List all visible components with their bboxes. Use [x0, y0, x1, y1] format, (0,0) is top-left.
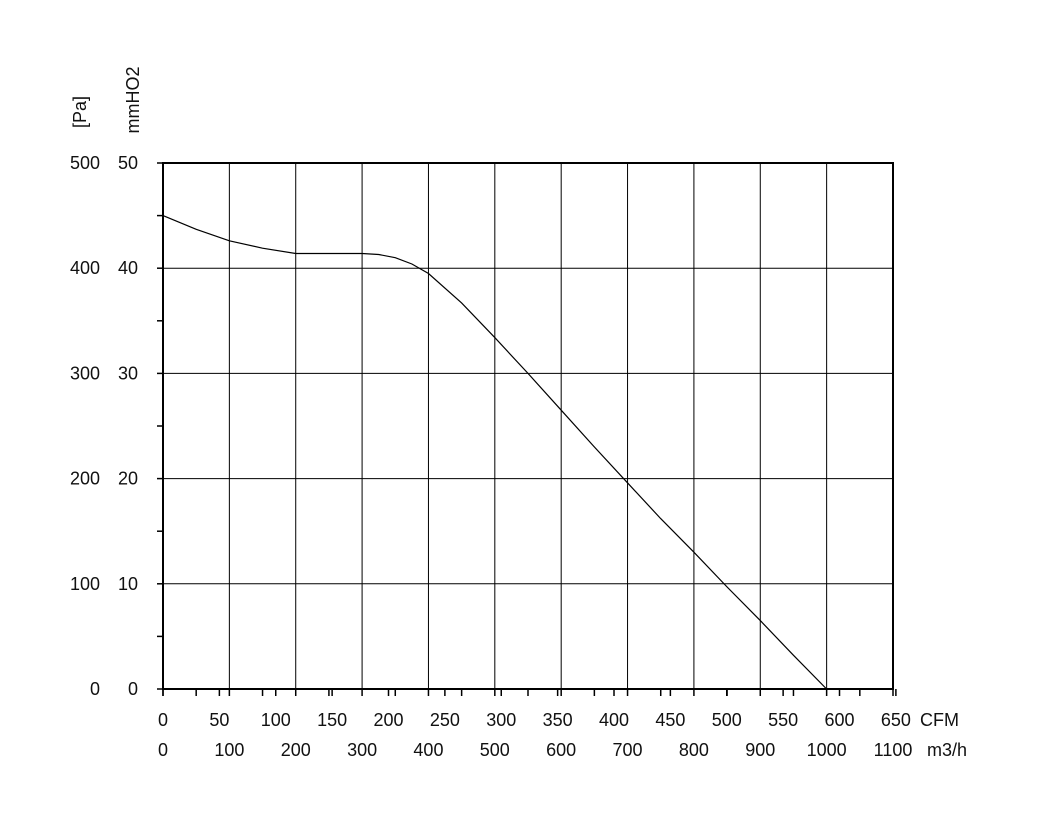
x-tick-label-cfm: 450	[655, 710, 685, 730]
y-tick-label-pa: 200	[70, 469, 100, 489]
y-tick-label-pa: 100	[70, 574, 100, 594]
y-tick-label-mmh2o: 0	[128, 679, 138, 699]
y-tick-label-mmh2o: 40	[118, 258, 138, 278]
x-tick-label-m3h: 300	[347, 740, 377, 760]
y-tick-label-pa: 400	[70, 258, 100, 278]
minor-ticks-layer	[157, 162, 897, 696]
x-axis-unit-cfm: CFM	[920, 710, 959, 730]
x-axis-unit-m3h: m3/h	[927, 740, 967, 760]
y-axis-label-pa: [Pa]	[70, 96, 90, 128]
x-tick-label-m3h: 100	[214, 740, 244, 760]
x-tick-label-cfm: 250	[430, 710, 460, 730]
x-tick-label-m3h: 900	[745, 740, 775, 760]
x-tick-label-cfm: 100	[261, 710, 291, 730]
x-tick-label-cfm: 650	[881, 710, 911, 730]
grid-layer	[163, 163, 893, 689]
x-tick-label-m3h: 0	[158, 740, 168, 760]
y-tick-label-pa: 0	[90, 679, 100, 699]
x-tick-label-cfm: 0	[158, 710, 168, 730]
x-tick-label-m3h: 700	[613, 740, 643, 760]
x-tick-label-m3h: 400	[413, 740, 443, 760]
x-tick-label-m3h: 600	[546, 740, 576, 760]
x-tick-label-m3h: 200	[281, 740, 311, 760]
x-tick-label-cfm: 350	[543, 710, 573, 730]
x-tick-label-cfm: 300	[486, 710, 516, 730]
x-tick-label-m3h: 800	[679, 740, 709, 760]
y-tick-labels-pa: 500 400 300 200 100 0	[70, 153, 100, 699]
x-tick-label-cfm: 600	[824, 710, 854, 730]
x-tick-label-m3h: 500	[480, 740, 510, 760]
y-tick-label-pa: 300	[70, 363, 100, 383]
x-tick-label-cfm: 200	[373, 710, 403, 730]
x-tick-labels-m3h: 0 100 200 300 400 500 600 700 800 900 1000 1100	[158, 740, 912, 760]
x-tick-label-m3h: 1100	[874, 740, 913, 760]
y-tick-label-pa: 500	[70, 153, 100, 173]
x-tick-label-cfm: 50	[209, 710, 229, 730]
x-tick-label-cfm: 550	[768, 710, 798, 730]
x-tick-label-cfm: 400	[599, 710, 629, 730]
y-tick-label-mmh2o: 10	[118, 574, 138, 594]
x-tick-label-m3h: 1000	[807, 740, 847, 760]
x-tick-label-cfm: 500	[712, 710, 742, 730]
pressure-flow-curve	[162, 215, 828, 690]
y-tick-labels-mmh2o: 50 40 30 20 10 0	[118, 153, 138, 699]
plot-frame	[162, 162, 894, 690]
x-tick-labels-cfm: 0 50 100 150 200 250 300 350 400 450 500 550 600 650	[158, 710, 911, 730]
y-tick-label-mmh2o: 50	[118, 153, 138, 173]
y-tick-label-mmh2o: 30	[118, 363, 138, 383]
y-axis-label-mmh2o: mmHO2	[123, 67, 143, 134]
y-tick-label-mmh2o: 20	[118, 469, 138, 489]
x-tick-label-cfm: 150	[317, 710, 347, 730]
